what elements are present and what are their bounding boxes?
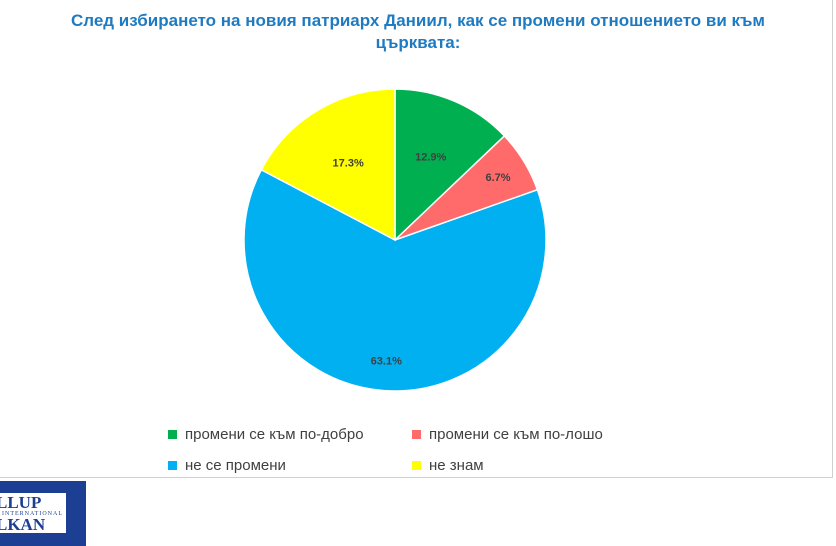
data-label-better: 12.9%: [415, 152, 446, 164]
chart-frame: [0, 0, 833, 478]
pie-slice-unchanged: [243, 168, 547, 392]
gallup-logo-box: LLUP INTERNATIONAL LKAN: [0, 493, 66, 533]
data-label-worse: 6.7%: [485, 172, 510, 184]
logo-bottom-text: LKAN: [0, 515, 46, 534]
logo-middle-text: INTERNATIONAL: [2, 511, 63, 517]
pie-slice-better: [394, 88, 506, 242]
data-label-unchanged: 63.1%: [371, 355, 402, 367]
logo-top-text: LLUP: [0, 493, 42, 512]
data-label-dont-know: 17.3%: [333, 157, 364, 169]
chart-title: След избирането на новия патриарх Даниил…: [70, 11, 766, 52]
gallup-logo: LLUP INTERNATIONAL LKAN: [0, 481, 86, 546]
pie-slice-dont-know: [260, 88, 396, 242]
